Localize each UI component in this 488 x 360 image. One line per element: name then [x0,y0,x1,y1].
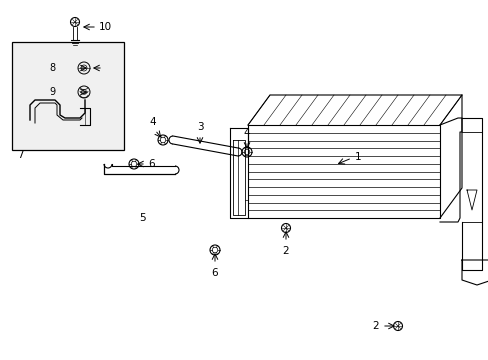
Text: 1: 1 [354,152,361,162]
Text: 8: 8 [50,63,56,73]
Text: 10: 10 [99,22,112,32]
Text: 6: 6 [148,159,154,169]
Bar [12,42,124,150]
Text: 4: 4 [243,128,250,138]
Text: 2: 2 [372,321,378,331]
Text: 2: 2 [282,246,289,256]
Text: 6: 6 [211,268,218,278]
Text: 4: 4 [149,117,156,127]
Text: 9: 9 [49,87,55,97]
Text: 7: 7 [17,150,23,160]
Text: 5: 5 [140,213,146,223]
Text: 3: 3 [196,122,203,132]
